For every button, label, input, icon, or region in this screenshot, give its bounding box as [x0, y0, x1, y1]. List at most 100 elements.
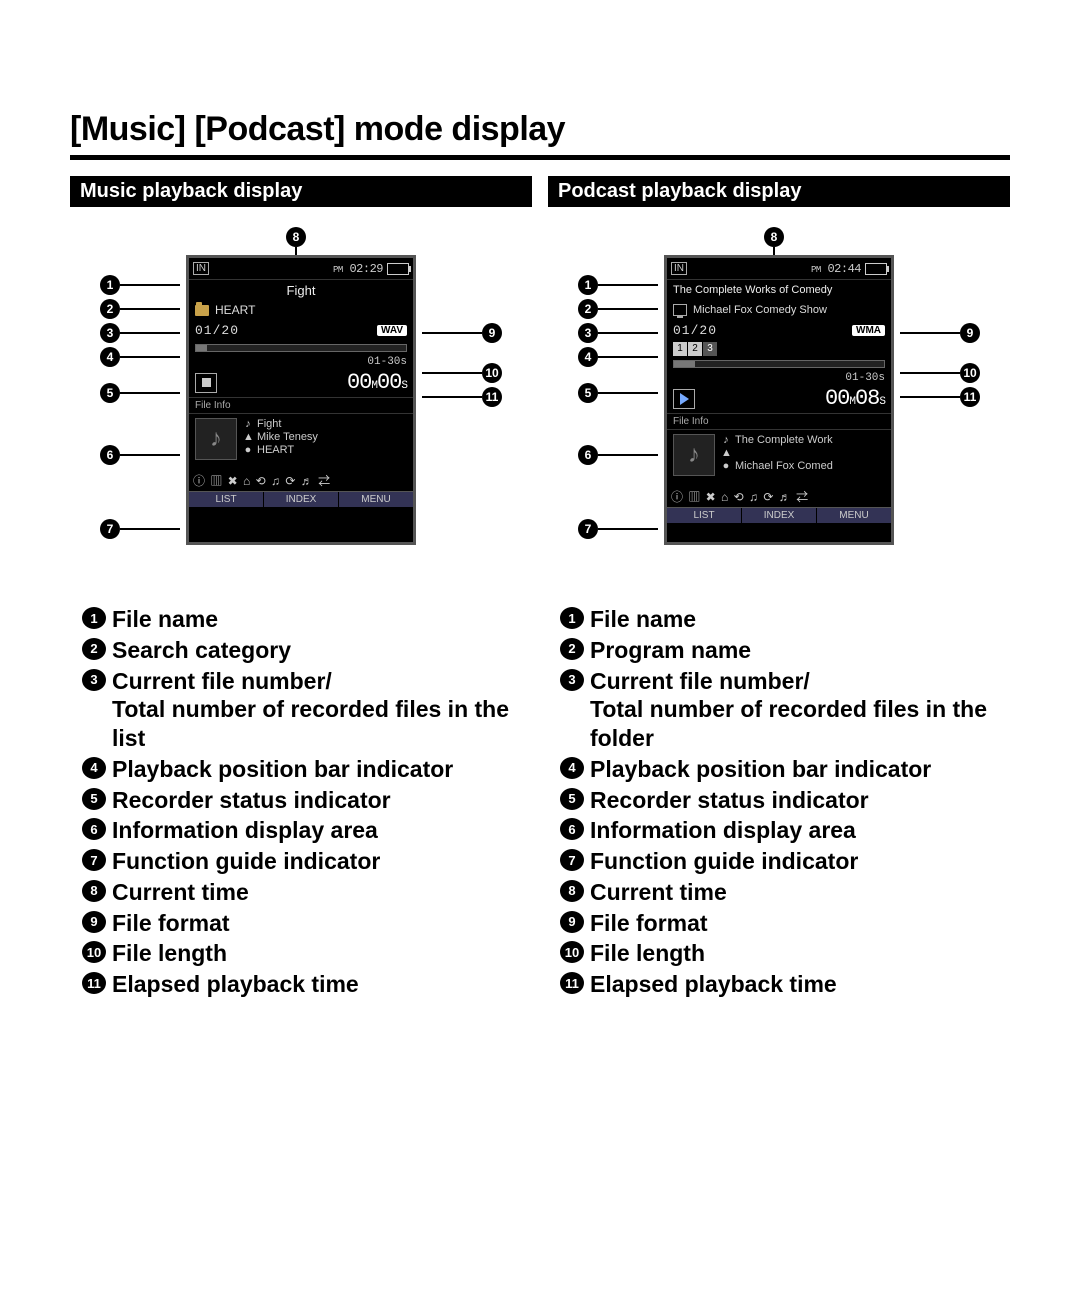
legend-text: Elapsed playback time [590, 970, 837, 999]
elapsed-s: 00 [377, 370, 401, 395]
fn-index: INDEX [264, 492, 339, 507]
progress-fill [674, 361, 695, 367]
legend-text: Current time [112, 878, 249, 907]
album-art: ♪ [673, 434, 715, 476]
lead [422, 332, 482, 334]
lead [900, 372, 960, 374]
lead [120, 528, 180, 530]
lead [120, 284, 180, 286]
legend-item: 4 Playback position bar indicator [560, 755, 1010, 784]
legend-text: Information display area [590, 816, 856, 845]
callout-5: 5 [578, 383, 598, 403]
segment-row: 123 [667, 340, 891, 360]
legend-item: 4Playback position bar indicator [82, 755, 532, 784]
callout-11: 11 [960, 387, 980, 407]
icon-strip: ⓘ ▥ ✖ ⌂ ⟲ ♫ ⟳ ♬ ⇄ [667, 486, 891, 507]
legend-item: 5 Recorder status indicator [82, 786, 532, 815]
legend-text: Information display area [112, 816, 378, 845]
album-icon: ● [243, 444, 253, 456]
legend-item: 2Program name [560, 636, 1010, 665]
file-counter: 01/20 [673, 323, 717, 338]
lead [598, 284, 658, 286]
legend-num: 5 [560, 788, 584, 810]
music-screen: IN PM 02:29 Fight HEART 01/20WAV 01-30s … [186, 255, 416, 545]
legend-text: Program name [590, 636, 751, 665]
current-time: PM 02:29 [333, 262, 383, 276]
fn-menu: MENU [339, 492, 413, 507]
callout-9: 9 [482, 323, 502, 343]
legend-text: Recorder status indicator [590, 786, 869, 815]
clock-pm: PM [333, 265, 343, 275]
callout-10: 10 [482, 363, 502, 383]
legend-item: 7Function guide indicator [560, 847, 1010, 876]
legend-item: 8 Current time [560, 878, 1010, 907]
fn-menu: MENU [817, 508, 891, 523]
legend-num: 8 [560, 880, 584, 902]
left-diagram: 1 2 3 4 5 6 7 8 9 10 11 IN PM 02:29 Figh… [70, 237, 532, 577]
callout-8: 8 [764, 227, 784, 247]
legend-num: 2 [82, 638, 106, 660]
elapsed-time: 00M08S [825, 386, 885, 411]
legend-num: 4 [560, 757, 584, 779]
current-time: PM 02:44 [811, 262, 861, 276]
lead [120, 392, 180, 394]
legend-num: 7 [82, 849, 106, 871]
progress-fill [196, 345, 207, 351]
legend-num: 7 [560, 849, 584, 871]
lead [422, 396, 482, 398]
legend-item: 6 Information display area [560, 816, 1010, 845]
lead [598, 308, 658, 310]
legend-item: 9File format [82, 909, 532, 938]
file-name: Fight [287, 283, 316, 298]
right-column: Podcast playback display 1 2 3 4 5 6 7 8… [548, 176, 1010, 1001]
top-bar: IN PM 02:44 [667, 258, 891, 280]
fileinfo-label: File Info [667, 413, 891, 430]
info-lines: ♪Fight ▲Mike Tenesy ●HEART [243, 418, 407, 466]
in-badge: IN [193, 262, 209, 275]
lead [120, 332, 180, 334]
legend-num: 11 [560, 972, 584, 994]
legend-text: Playback position bar indicator [590, 755, 931, 784]
callout-4: 4 [100, 347, 120, 367]
info-title: Fight [257, 418, 281, 430]
callout-6: 6 [578, 445, 598, 465]
callout-1: 1 [100, 275, 120, 295]
callout-4: 4 [578, 347, 598, 367]
lead [900, 396, 960, 398]
search-category: HEART [215, 303, 255, 317]
callout-7: 7 [578, 519, 598, 539]
right-diagram: 1 2 3 4 5 6 7 8 9 10 11 IN PM 02:44 The … [548, 237, 1010, 577]
artist-icon: ▲ [243, 431, 253, 443]
legend-num: 9 [560, 911, 584, 933]
lead [900, 332, 960, 334]
legend-item: 11 Elapsed playback time [560, 970, 1010, 999]
callout-2: 2 [578, 299, 598, 319]
fn-list: LIST [667, 508, 742, 523]
filename-row: The Complete Works of Comedy [667, 280, 891, 300]
info-album: HEART [257, 444, 294, 456]
lead [598, 356, 658, 358]
callout-3: 3 [100, 323, 120, 343]
legend-text: Recorder status indicator [112, 786, 391, 815]
columns: Music playback display 1 2 3 4 5 6 7 8 9… [70, 176, 1010, 1001]
elapsed-time: 00M00S [347, 370, 407, 395]
legend-num: 1 [560, 607, 584, 629]
status-row: 00M00S [189, 368, 413, 397]
legend-num: 6 [560, 818, 584, 840]
callout-1: 1 [578, 275, 598, 295]
callout-9: 9 [960, 323, 980, 343]
program-row: Michael Fox Comedy Show [667, 300, 891, 320]
legend-item: 6Information display area [82, 816, 532, 845]
legend-item: 10File length [82, 939, 532, 968]
callout-8: 8 [286, 227, 306, 247]
album-icon: ● [721, 460, 731, 472]
function-guide: LIST INDEX MENU [189, 491, 413, 507]
note-icon: ♪ [210, 425, 222, 453]
function-guide: LIST INDEX MENU [667, 507, 891, 523]
top-bar: IN PM 02:29 [189, 258, 413, 280]
legend-num: 1 [82, 607, 106, 629]
legend-text: Current time [590, 878, 727, 907]
legend-num: 5 [82, 788, 106, 810]
segment-indicator: 123 [673, 342, 717, 356]
info-lines: ♪The Complete Work ▲ ●Michael Fox Comed [721, 434, 885, 482]
